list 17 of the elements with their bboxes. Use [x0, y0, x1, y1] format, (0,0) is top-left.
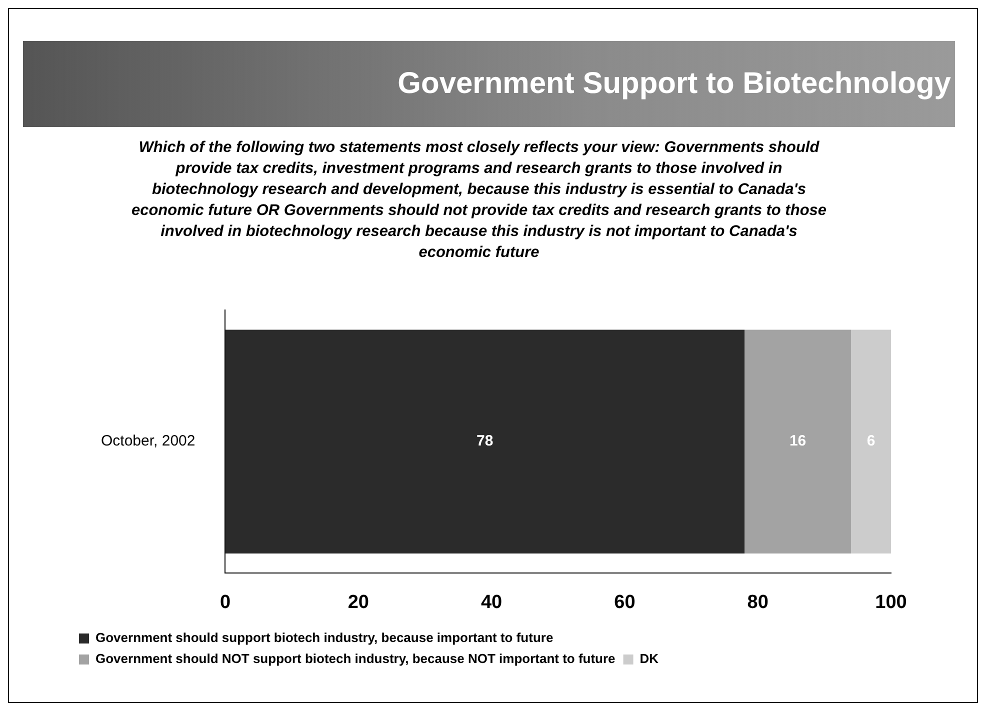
data-label: 16: [789, 432, 806, 450]
x-tick-label: 80: [747, 592, 768, 613]
x-tick-label: 20: [348, 592, 369, 613]
chart-title: Government Support to Biotechnology: [398, 67, 951, 101]
bar: [225, 330, 745, 554]
x-tick-label: 100: [875, 592, 907, 613]
x-tick-label: 0: [220, 592, 231, 613]
x-tick-label: 60: [614, 592, 636, 613]
legend-label: DK: [640, 651, 660, 666]
legend-label: Government should support biotech industry, because important to future: [96, 630, 554, 646]
chart-subtitle: Which of the following two statements most closely reflects your view: Governments should provide tax credits, investment programs and research grants to those involved in biotechnology research and development, because this industry is essential to Canada's economic future OR Governments should not provide tax credits and research grants to those involved in biotechnology research because this industry is not important to Canada's economic future: [130, 138, 828, 263]
bar: [851, 330, 891, 554]
x-tick-label: 40: [480, 592, 502, 613]
legend-label: Government should NOT support biotech industry, because NOT important to future: [96, 651, 616, 666]
data-label: 78: [476, 432, 494, 450]
y-tick-label: October, 2002: [101, 432, 196, 450]
bar: [744, 330, 852, 554]
